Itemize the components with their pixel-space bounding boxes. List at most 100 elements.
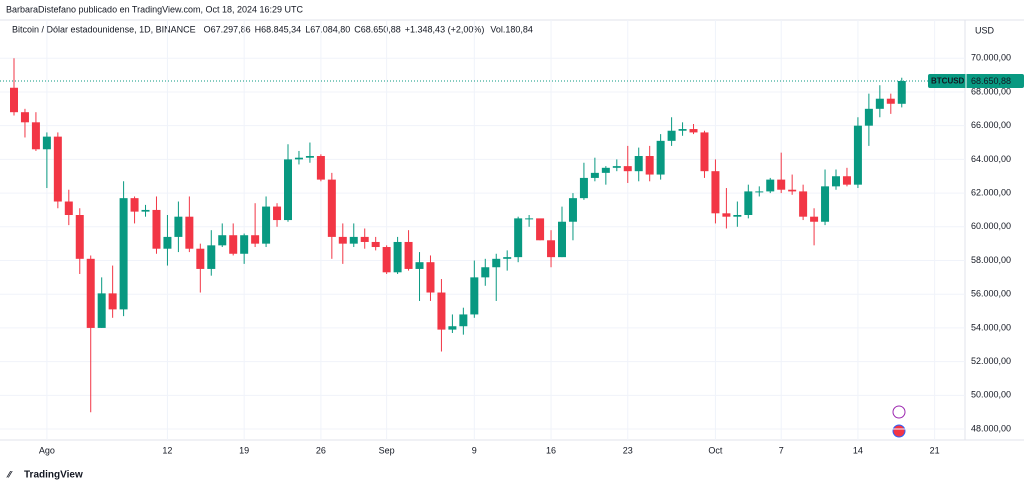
x-tick-label: 12 [162, 445, 172, 455]
candle-body [152, 209, 161, 249]
x-tick-label: Oct [708, 445, 723, 455]
y-tick-label: 52.000,00 [971, 356, 1011, 366]
x-tick-label: Sep [379, 445, 395, 455]
candle-body [689, 129, 698, 133]
candle-body [634, 156, 643, 172]
candle-body [733, 215, 742, 217]
x-tick-label: 16 [546, 445, 556, 455]
candle-body [656, 140, 665, 175]
legend-value: +1.348,43 (+2,00%) [405, 24, 485, 34]
candle-body [766, 179, 775, 192]
currency: USD [975, 25, 995, 35]
candle-body [119, 198, 128, 310]
candle-body [437, 292, 446, 330]
candle-body [722, 213, 731, 217]
candle-body [503, 257, 512, 259]
candle-body [799, 191, 808, 217]
y-tick-label: 60.000,00 [971, 221, 1011, 231]
candle-body [382, 247, 391, 273]
candle-body [75, 215, 84, 259]
volume-label: Vol.180,84 [490, 24, 533, 34]
candle-body [64, 201, 73, 215]
candle-body [305, 156, 314, 158]
y-tick-label: 56.000,00 [971, 289, 1011, 299]
credit: BarbaraDistefano publicado en TradingVie… [6, 4, 304, 14]
candle-body [163, 236, 172, 249]
legend-value: H68.845,34 [255, 24, 302, 34]
candle-body [108, 293, 117, 310]
icon [892, 424, 906, 438]
candle-body [601, 167, 610, 173]
y-tick-label: 68.000,00 [971, 86, 1011, 96]
x-tick-label: 7 [779, 445, 784, 455]
x-tick-label: 26 [316, 445, 326, 455]
candle-body [31, 122, 40, 150]
candle-body [284, 159, 292, 221]
candle-body [536, 218, 545, 241]
candle-body [864, 108, 873, 126]
candle-body [579, 177, 588, 199]
y-tick-label: 50.000,00 [971, 390, 1011, 400]
y-tick-label: 48.000,00 [971, 423, 1011, 433]
candle-body [404, 241, 413, 269]
candle-body [360, 236, 369, 242]
y-tick-label: 58.000,00 [971, 255, 1011, 265]
candle-body [459, 314, 468, 327]
candle-body [185, 216, 194, 249]
candle-body [470, 277, 479, 315]
candle-body [448, 326, 457, 330]
candle-body [273, 206, 282, 221]
candle-body [426, 262, 435, 293]
y-tick-label: 66.000,00 [971, 120, 1011, 130]
candle-body [667, 130, 676, 141]
price-tag-symbol: BTCUSD [931, 77, 965, 86]
candle-body [20, 112, 29, 123]
footer: TradingView [24, 470, 83, 481]
candle-body [842, 176, 851, 185]
candle-body [338, 236, 347, 244]
x-tick-label: 23 [623, 445, 633, 455]
candle-body [207, 245, 216, 269]
candle-body [886, 98, 895, 104]
candle-body [777, 179, 786, 190]
candle-body [525, 218, 534, 220]
candle-body [590, 172, 599, 178]
candle-body [700, 132, 709, 172]
candle-body [514, 218, 523, 258]
legend-value: O67.297,86 [204, 24, 251, 34]
candle-body [568, 198, 577, 222]
candle-body [678, 129, 687, 131]
x-tick-label: 21 [930, 445, 940, 455]
candle-body [349, 236, 358, 244]
candle-body [53, 136, 62, 202]
candle-body [481, 267, 490, 278]
candle-body [42, 136, 51, 150]
icon [892, 405, 906, 419]
candle-body [218, 235, 227, 246]
logo: ⁄⁄ [6, 469, 14, 479]
x-tick-label: 19 [239, 445, 249, 455]
candle-body [393, 241, 402, 273]
candle-body [755, 191, 764, 193]
candle-body [86, 258, 95, 328]
y-tick-label: 54.000,00 [971, 322, 1011, 332]
price-tag-value: 68.650,88 [971, 76, 1011, 86]
price-tag [928, 73, 1024, 88]
candle-body [547, 240, 556, 258]
candle-body [294, 157, 303, 160]
x-tick-label: 9 [472, 445, 477, 455]
candle-body [623, 166, 632, 172]
x-tick-label: Ago [39, 445, 55, 455]
candle-body [316, 156, 325, 180]
chart-title: Bitcoin / Dólar estadounidense, 1D, BINA… [12, 24, 196, 34]
candle-body [229, 235, 238, 254]
candle-body [327, 179, 336, 237]
candle-body [744, 191, 753, 215]
candle-body [262, 206, 271, 244]
legend: Bitcoin / Dólar estadounidense, 1D, BINA… [12, 24, 533, 34]
candle-body [10, 87, 18, 113]
legend-value: C68.650,88 [354, 24, 401, 34]
y-tick-label: 62.000,00 [971, 187, 1011, 197]
candle-body [174, 216, 183, 237]
